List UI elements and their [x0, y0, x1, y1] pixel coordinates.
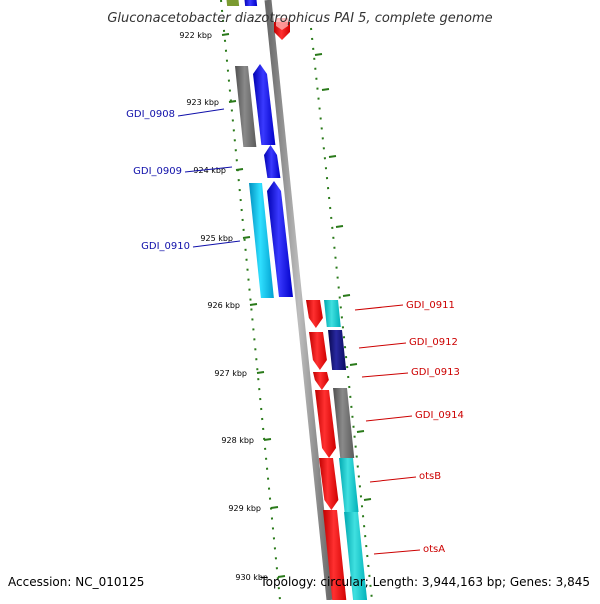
right-label-leader: [361, 372, 409, 378]
forward-gene-arrow: [253, 64, 276, 145]
cyan-feature-bar: [344, 512, 368, 604]
reverse-gene-arrow: [306, 300, 323, 328]
right-gene-label: GDI_0914: [415, 410, 464, 421]
genome-backbone: [264, 0, 334, 601]
left-gene-label: GDI_0908: [126, 109, 175, 120]
summary-text: Topology: circular; Length: 3,944,163 bp…: [259, 575, 590, 589]
forward-gene-arrow: [267, 181, 293, 297]
gene-labels: GDI_0908 GDI_0909 GDI_0910 GDI_0911 GDI_0912…: [126, 108, 464, 555]
ruler-tick-label: 926 kbp: [207, 301, 240, 310]
gene-features: [226, 0, 368, 604]
right-gene-label: otsA: [423, 544, 445, 555]
right-gene-label: GDI_0911: [406, 300, 455, 311]
navy-feature-bar: [328, 330, 347, 370]
accession-text: Accession: NC_010125: [8, 575, 144, 589]
outer-tick-mark: [314, 53, 323, 56]
ruler-tick-mark: [263, 438, 272, 441]
ruler-tick-label: 930 kbp: [235, 573, 268, 582]
outer-tick-mark: [356, 430, 365, 433]
ruler-tick-mark: [256, 371, 265, 374]
reverse-gene-arrow: [309, 332, 327, 370]
left-gene-label: GDI_0909: [133, 166, 182, 177]
ruler-tick-label: 928 kbp: [221, 436, 254, 445]
ruler-tick-label: 929 kbp: [228, 504, 261, 513]
gray-feature-bar: [235, 66, 257, 147]
ruler-tick-mark: [270, 506, 279, 509]
ruler-tick-mark: [277, 575, 286, 578]
reverse-gene-highlight: [276, 18, 288, 30]
outer-tick-mark: [349, 363, 358, 366]
left-label-leader: [192, 240, 241, 248]
ruler-ticks: 922 kbp 923 kbp 924 kbp 925 kbp 926 kbp 927 k…: [179, 31, 372, 582]
ruler-tick-label: 923 kbp: [186, 98, 219, 107]
reverse-gene-arrow: [313, 372, 329, 390]
outer-tick-mark: [335, 225, 344, 228]
olive-feature: [226, 0, 240, 6]
ruler-tick-label: 925 kbp: [200, 234, 233, 243]
right-gene-label: GDI_0913: [411, 367, 460, 378]
right-label-leader: [354, 304, 404, 311]
ruler-tick-mark: [228, 100, 237, 103]
right-label-leader: [369, 476, 417, 483]
right-label-leader: [365, 415, 413, 422]
reverse-gene-arrow: [315, 390, 337, 458]
gray-feature-bar: [333, 388, 355, 458]
ruler-tick-label: 922 kbp: [179, 31, 212, 40]
genome-title: Gluconacetobacter diazotrophicus PAI 5, …: [107, 11, 492, 26]
ruler-tick-mark: [242, 236, 251, 239]
cyan-feature-bar: [339, 458, 359, 512]
outer-tick-mark: [321, 88, 330, 91]
right-label-leader: [358, 342, 407, 349]
right-gene-label: otsB: [419, 471, 441, 482]
ruler-tick-label: 927 kbp: [214, 369, 247, 378]
ruler-tick-mark: [221, 33, 230, 36]
right-label-leader: [373, 549, 421, 555]
right-gene-label: GDI_0912: [409, 337, 458, 348]
reverse-gene-bar: [323, 510, 347, 604]
left-feature-band: [228, 0, 282, 600]
left-gene-label: GDI_0910: [141, 241, 190, 252]
reverse-gene-arrow: [319, 458, 339, 510]
cyan-feature-bar: [249, 183, 274, 298]
left-label-leader: [177, 108, 225, 117]
outer-tick-mark: [328, 155, 337, 158]
ruler-tick-mark: [249, 303, 258, 306]
ruler-tick-label: 924 kbp: [193, 166, 226, 175]
outer-tick-mark: [342, 294, 351, 297]
ruler-tick-mark: [235, 168, 244, 171]
cyan-feature-bar: [324, 300, 341, 327]
left-label-leader: [184, 166, 233, 173]
outer-tick-mark: [363, 498, 372, 501]
forward-gene-bar: [244, 0, 258, 6]
forward-gene-arrow: [264, 145, 281, 178]
inner-dotted-guide: [220, 0, 281, 601]
